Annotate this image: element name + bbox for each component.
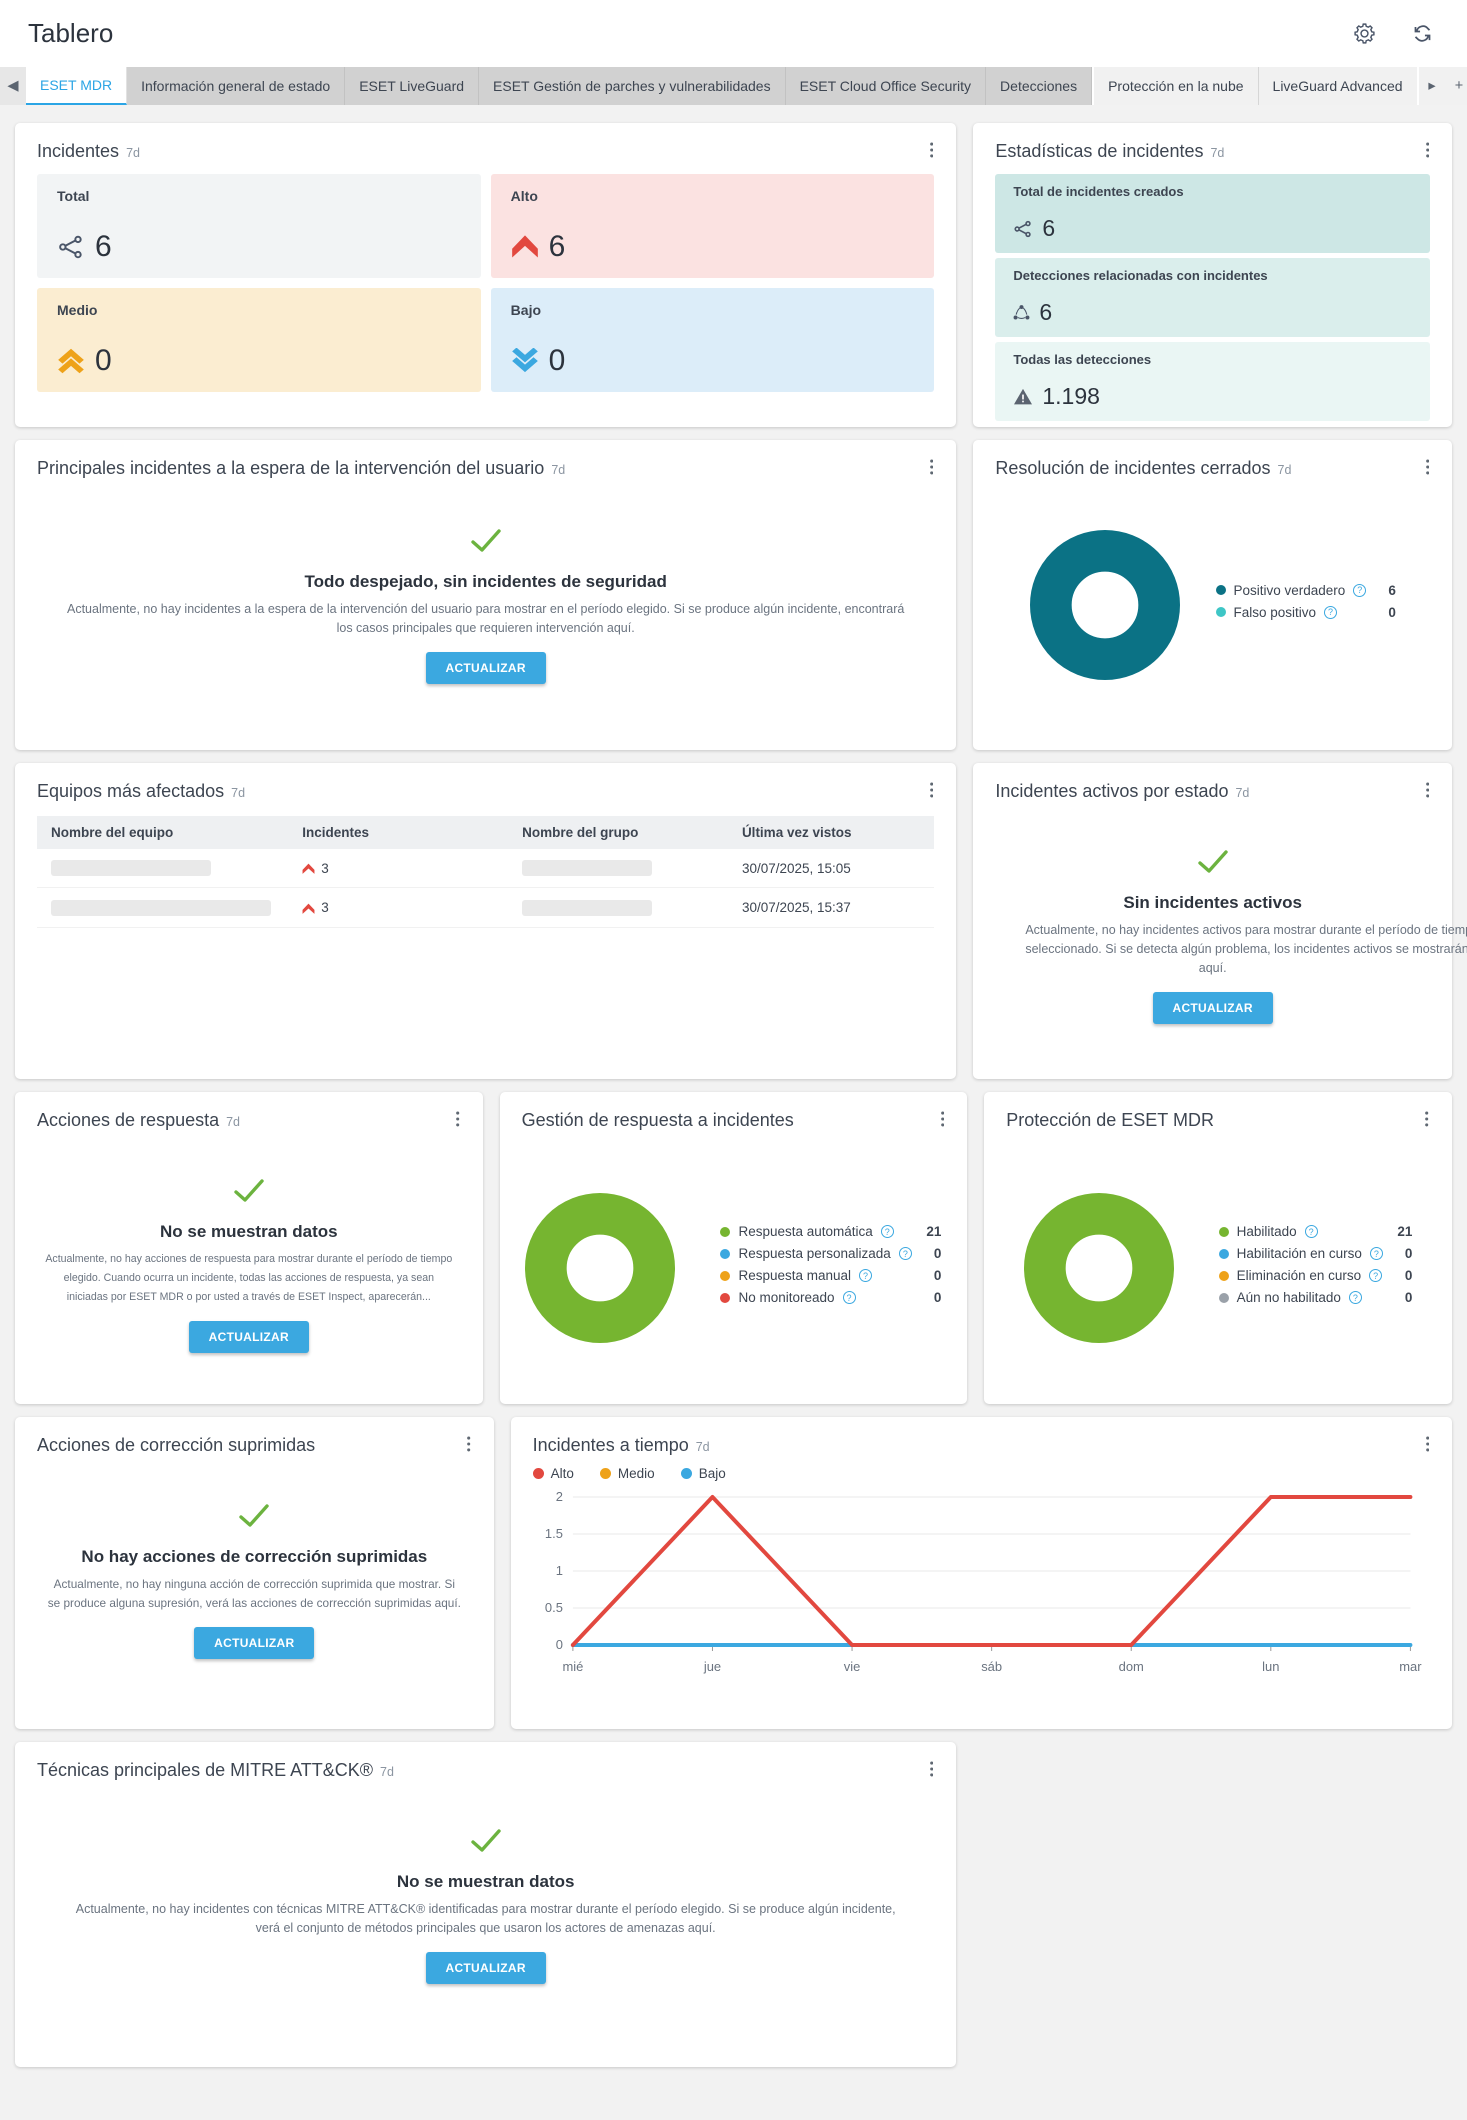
svg-text:1: 1 <box>555 1563 562 1578</box>
svg-text:lun: lun <box>1262 1659 1279 1674</box>
svg-text:dom: dom <box>1118 1659 1143 1674</box>
svg-text:mié: mié <box>562 1659 583 1674</box>
svg-text:0.5: 0.5 <box>545 1600 563 1615</box>
svg-text:0: 0 <box>555 1637 562 1652</box>
svg-text:sáb: sáb <box>981 1659 1002 1674</box>
svg-text:1.5: 1.5 <box>545 1526 563 1541</box>
svg-text:2: 2 <box>555 1489 562 1504</box>
svg-text:jue: jue <box>702 1659 720 1674</box>
svg-text:vie: vie <box>843 1659 860 1674</box>
svg-text:mar: mar <box>1399 1659 1422 1674</box>
